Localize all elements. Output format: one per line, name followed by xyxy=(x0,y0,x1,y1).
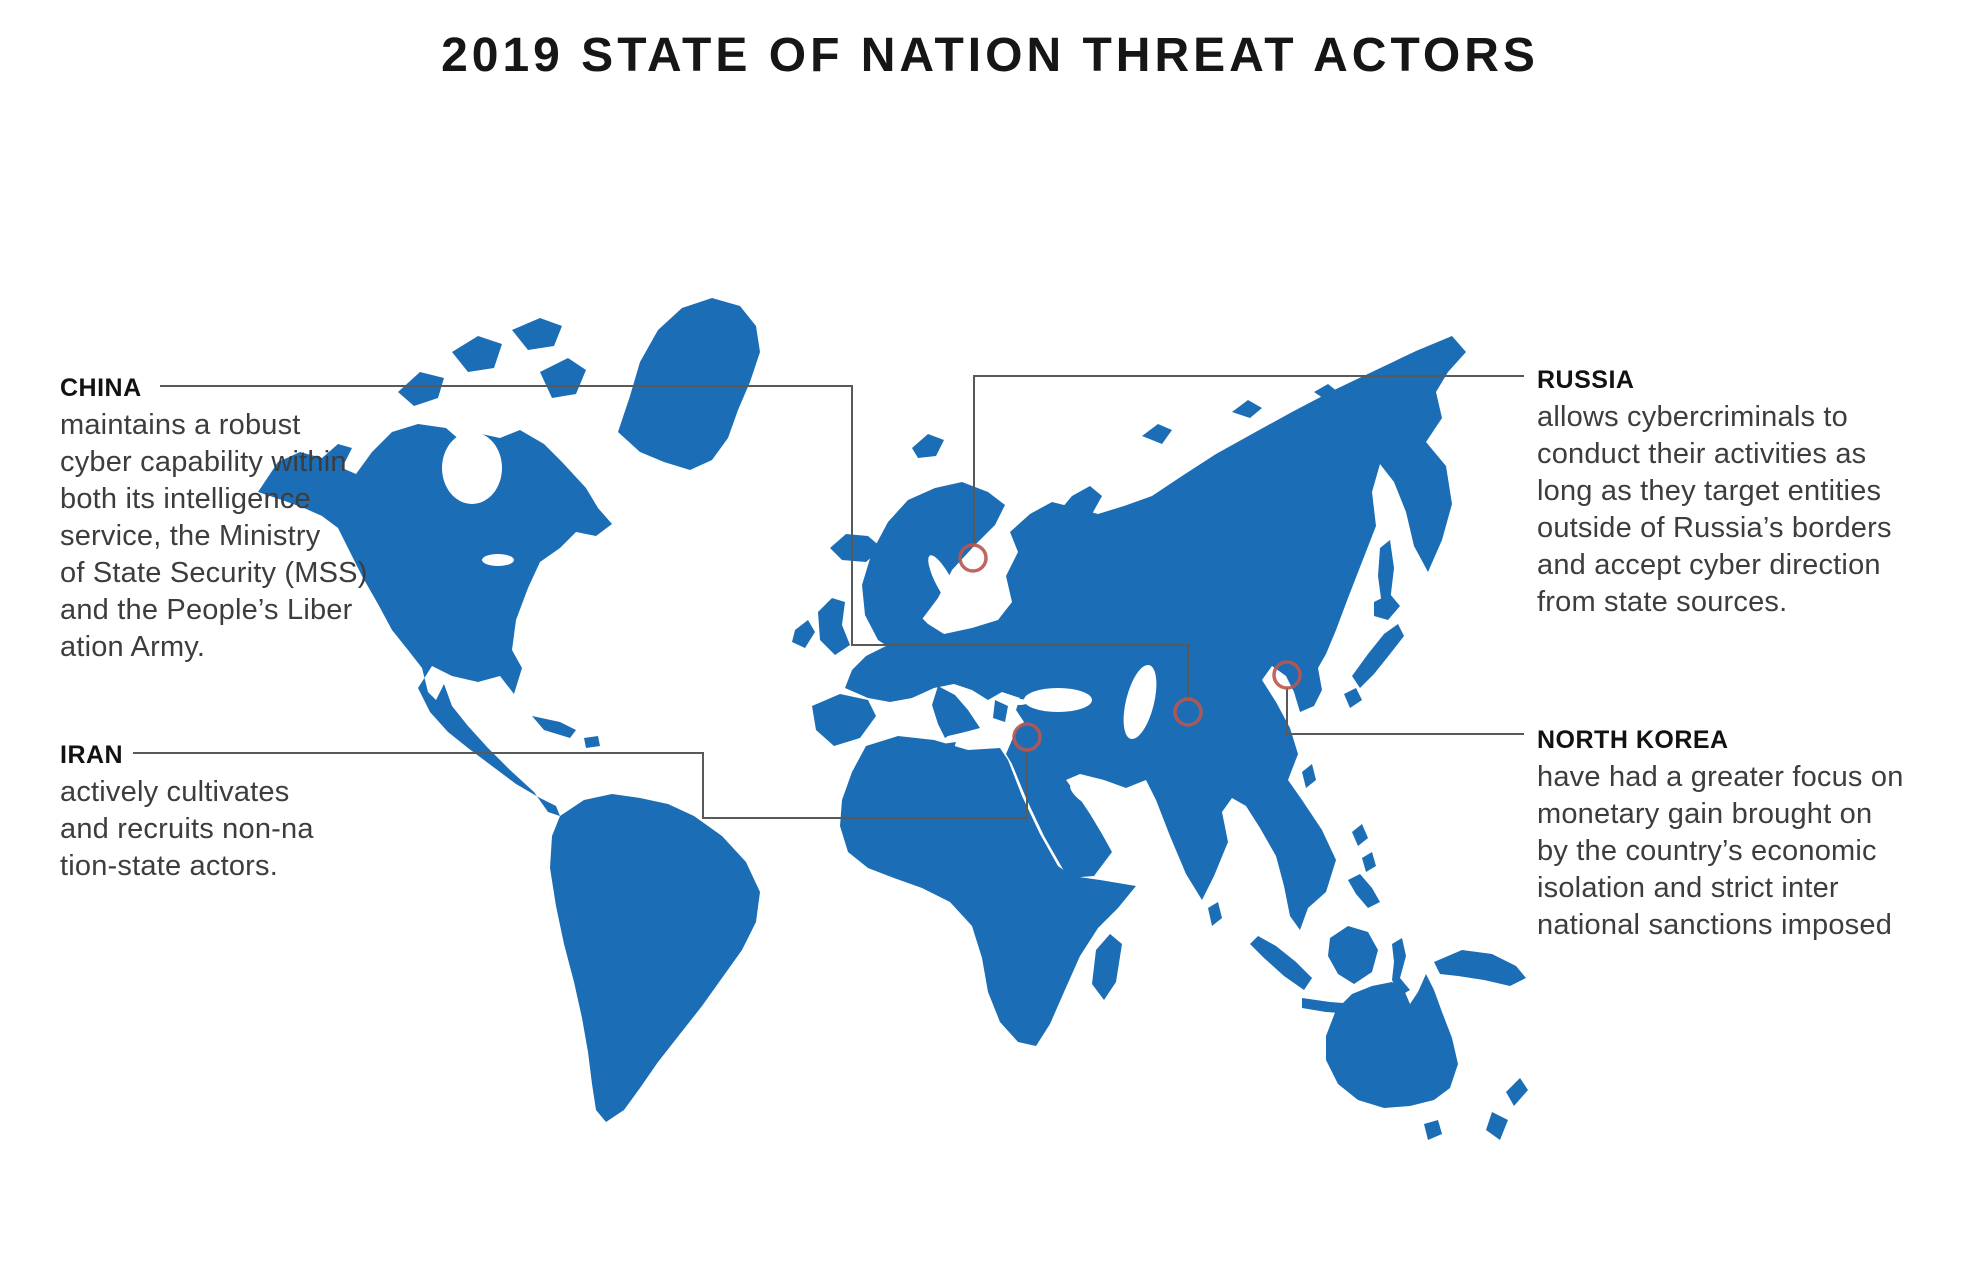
threat-markers xyxy=(958,543,1302,752)
sri-lanka xyxy=(1208,902,1222,926)
baffin-island xyxy=(540,358,586,398)
new-zealand-north xyxy=(1506,1078,1528,1106)
cuba xyxy=(532,716,576,738)
russian-arctic-island-1 xyxy=(1142,424,1172,444)
leader-lines xyxy=(133,375,1524,819)
new-zealand-south xyxy=(1486,1112,1508,1140)
bosporus-strait xyxy=(1012,699,1028,705)
callout-iran-body: actively cultivates and recruits non-na … xyxy=(60,776,314,882)
arctic-island-3 xyxy=(512,318,562,350)
great-lakes xyxy=(482,554,514,566)
arctic-island-2 xyxy=(452,336,502,372)
africa xyxy=(840,736,1136,1046)
callout-north-korea-heading: NORTH KOREA xyxy=(1537,726,1729,754)
hudson-bay xyxy=(442,432,502,504)
callout-china-heading: CHINA xyxy=(60,374,142,402)
tasmania xyxy=(1424,1120,1442,1140)
hainan xyxy=(1280,796,1294,812)
white-sea xyxy=(995,537,1013,559)
persian-gulf xyxy=(1070,783,1102,809)
novaya-zemlya xyxy=(1038,486,1102,606)
marker-russia xyxy=(958,543,988,573)
black-sea xyxy=(1024,688,1092,712)
gulf-of-bothnia xyxy=(928,555,960,609)
svalbard xyxy=(912,434,944,458)
leader-line-russia xyxy=(973,375,1524,545)
callout-russia-heading: RUSSIA xyxy=(1537,366,1635,394)
callout-russia-body: allows cybercriminals to conduct their a… xyxy=(1537,401,1892,618)
borneo xyxy=(1328,926,1378,984)
arctic-island-1 xyxy=(398,372,444,406)
sumatra xyxy=(1250,936,1312,990)
kyushu xyxy=(1344,688,1362,708)
landmasses xyxy=(258,298,1528,1140)
callout-iran-heading: IRAN xyxy=(60,741,124,769)
iceland xyxy=(830,534,882,562)
new-guinea xyxy=(1434,950,1526,986)
philippines-2 xyxy=(1362,852,1376,872)
callout-north-korea-body: have had a greater focus on monetary gai… xyxy=(1537,761,1904,941)
leader-line-north-korea xyxy=(1286,688,1524,735)
madagascar xyxy=(1092,934,1122,1000)
philippines-1 xyxy=(1352,824,1368,846)
hokkaido xyxy=(1374,594,1400,620)
honshu xyxy=(1352,624,1404,688)
ireland xyxy=(792,620,815,648)
leader-line-china xyxy=(160,385,1189,699)
greenland xyxy=(618,298,760,470)
water-overlays xyxy=(442,432,1157,809)
australia xyxy=(1326,974,1458,1108)
sicily xyxy=(940,742,956,754)
callout-russia: RUSSIA allows cybercriminals to conduct … xyxy=(1537,362,1957,621)
russian-arctic-island-2 xyxy=(1232,400,1262,418)
marker-china xyxy=(1173,697,1203,727)
page-title: 2019 STATE OF NATION THREAT ACTORS xyxy=(441,29,1539,82)
callout-iran: IRAN actively cultivates and recruits no… xyxy=(60,737,390,885)
leader-line-iran xyxy=(133,750,1028,819)
south-america xyxy=(550,794,760,1122)
callout-china-body: maintains a robust cyber capability with… xyxy=(60,409,368,663)
iberia xyxy=(812,694,876,746)
sulawesi xyxy=(1392,938,1410,996)
eurasia xyxy=(845,336,1466,930)
italy xyxy=(932,686,980,738)
russian-arctic-island-3 xyxy=(1314,384,1338,400)
caspian-sea xyxy=(1123,664,1157,740)
taiwan xyxy=(1302,764,1316,788)
callout-north-korea: NORTH KOREA have had a greater focus on … xyxy=(1537,722,1967,944)
marker-iran xyxy=(1012,722,1042,752)
greece xyxy=(993,700,1008,722)
united-kingdom xyxy=(818,598,850,655)
marker-north-korea xyxy=(1272,660,1302,690)
philippines-3 xyxy=(1348,874,1380,908)
north-america xyxy=(258,424,612,816)
callout-china: CHINA maintains a robust cyber capabilit… xyxy=(60,370,390,666)
hispaniola xyxy=(584,736,600,748)
sakhalin xyxy=(1378,540,1394,606)
